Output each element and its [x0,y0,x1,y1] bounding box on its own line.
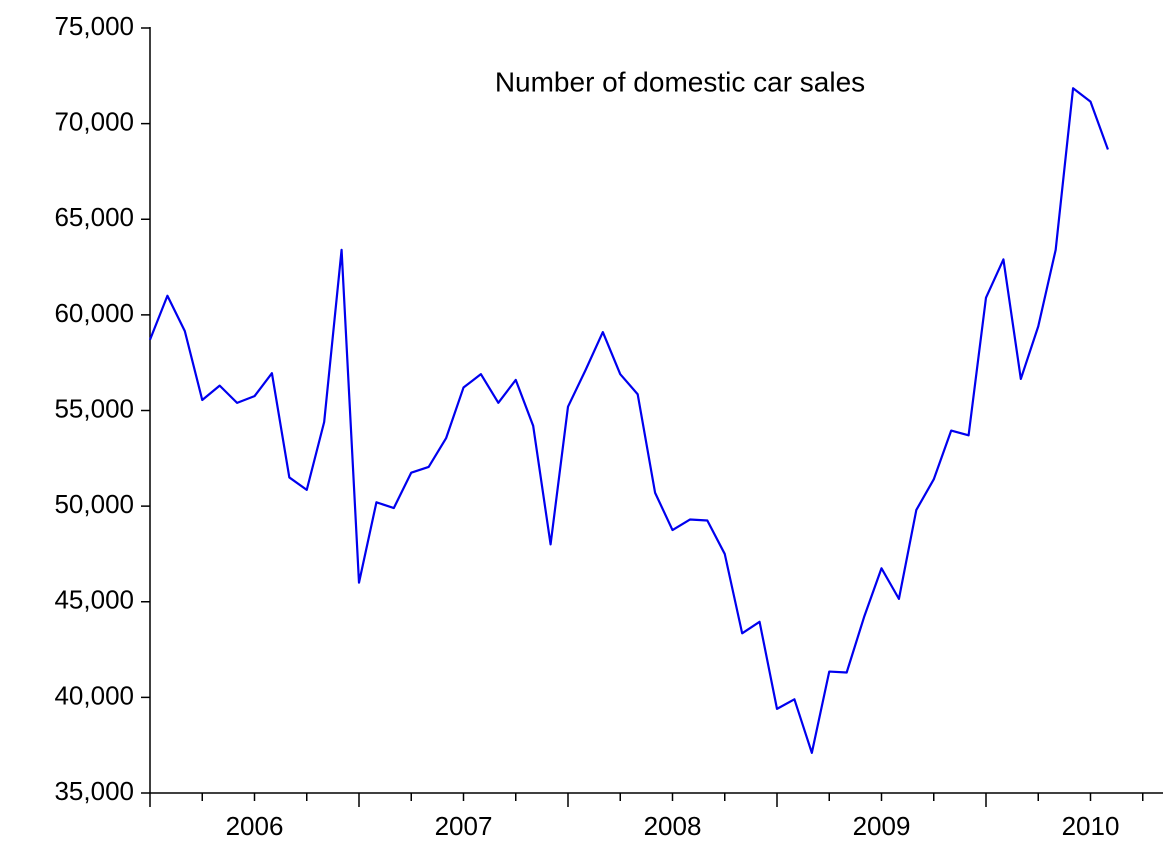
y-tick-label: 60,000 [54,298,134,328]
x-tick-label: 2008 [644,811,702,841]
y-tick-label: 35,000 [54,776,134,806]
x-tick-label: 2006 [226,811,284,841]
y-tick-label: 50,000 [54,489,134,519]
y-tick-label: 40,000 [54,680,134,710]
chart-title: Number of domestic car sales [495,66,865,97]
y-tick-label: 65,000 [54,202,134,232]
y-tick-label: 70,000 [54,107,134,137]
x-tick-label: 2009 [853,811,911,841]
x-tick-label: 2010 [1062,811,1120,841]
y-tick-label: 75,000 [54,11,134,41]
x-tick-label: 2007 [435,811,493,841]
line-series [148,87,1109,754]
y-tick-label: 45,000 [54,585,134,615]
y-tick-label: 55,000 [54,393,134,423]
